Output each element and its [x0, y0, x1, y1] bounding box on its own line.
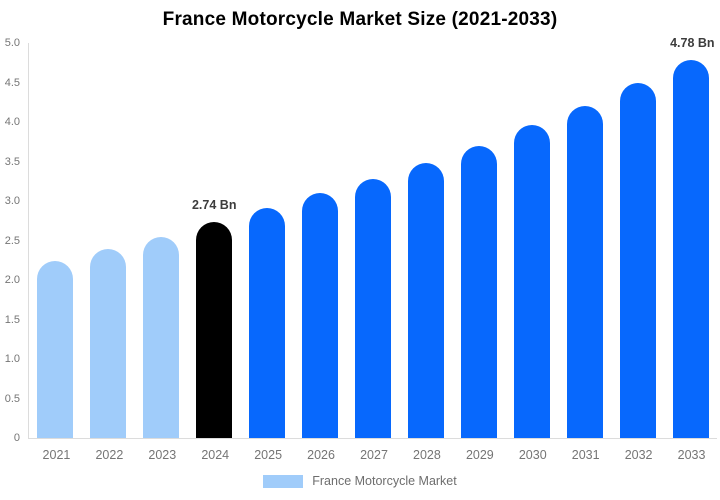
bar-2031	[566, 106, 603, 438]
bar-value-label-2033: 4.78 Bn	[670, 36, 715, 51]
x-tick-label-2024: 2024	[201, 448, 230, 462]
bar-2021	[37, 261, 74, 438]
y-tick-label: 1.5	[4, 313, 20, 326]
bar-2029	[460, 145, 497, 438]
bar-2022	[90, 249, 127, 438]
y-tick-label: 4.5	[4, 76, 20, 89]
x-tick-label-2030: 2030	[518, 448, 547, 462]
x-tick-label-2025: 2025	[254, 448, 283, 462]
bar-2026	[302, 193, 339, 438]
y-tick-label: 0	[13, 432, 20, 444]
y-tick-label: 0.5	[4, 392, 20, 405]
x-tick-label-2027: 2027	[360, 448, 388, 462]
x-tick-label-2032: 2032	[624, 448, 653, 462]
x-tick-label-2021: 2021	[42, 448, 71, 462]
bar-2033	[672, 60, 709, 438]
bar-2032	[619, 83, 656, 438]
y-tick-label: 1.0	[4, 353, 20, 365]
x-tick-label-2026: 2026	[307, 448, 335, 462]
plot-area: 2.74 Bn 4.78 Bn	[28, 36, 717, 439]
legend-swatch-icon	[263, 474, 304, 488]
x-tick-label-2031: 2031	[571, 448, 600, 462]
x-axis: 2021 2022 2023 2024 2025 2026 2027 2028 2029 2030…	[28, 448, 716, 466]
y-tick-label: 2.5	[4, 234, 20, 247]
bar-2024	[196, 221, 233, 438]
y-tick-label: 3.0	[4, 195, 20, 207]
x-tick-label-2028: 2028	[413, 448, 441, 462]
bar-2023	[143, 236, 180, 438]
y-tick-label: 5.0	[4, 37, 20, 49]
bar-2025	[249, 208, 286, 438]
bar-value-label-2024: 2.74 Bn	[191, 197, 237, 212]
legend-label: France Motorcycle Market	[312, 474, 457, 488]
y-tick-label: 4.0	[4, 116, 20, 128]
legend: France Motorcycle Market	[0, 474, 720, 488]
x-tick-label-2023: 2023	[148, 448, 177, 462]
bar-2027	[355, 178, 391, 438]
x-tick-label-2022: 2022	[95, 448, 124, 462]
chart-title: France Motorcycle Market Size (2021-2033…	[162, 9, 558, 30]
bar-2030	[513, 125, 550, 438]
x-tick-label-2033: 2033	[677, 448, 706, 462]
y-axis: 5.0 4.5 4.0 3.5 3.0 2.5 2.0 1.5 1.0 0.5 0	[0, 0, 22, 500]
x-tick-label-2029: 2029	[465, 448, 494, 462]
y-tick-label: 3.5	[4, 155, 20, 168]
y-tick-label: 2.0	[4, 274, 20, 286]
bar-2028	[407, 163, 444, 438]
